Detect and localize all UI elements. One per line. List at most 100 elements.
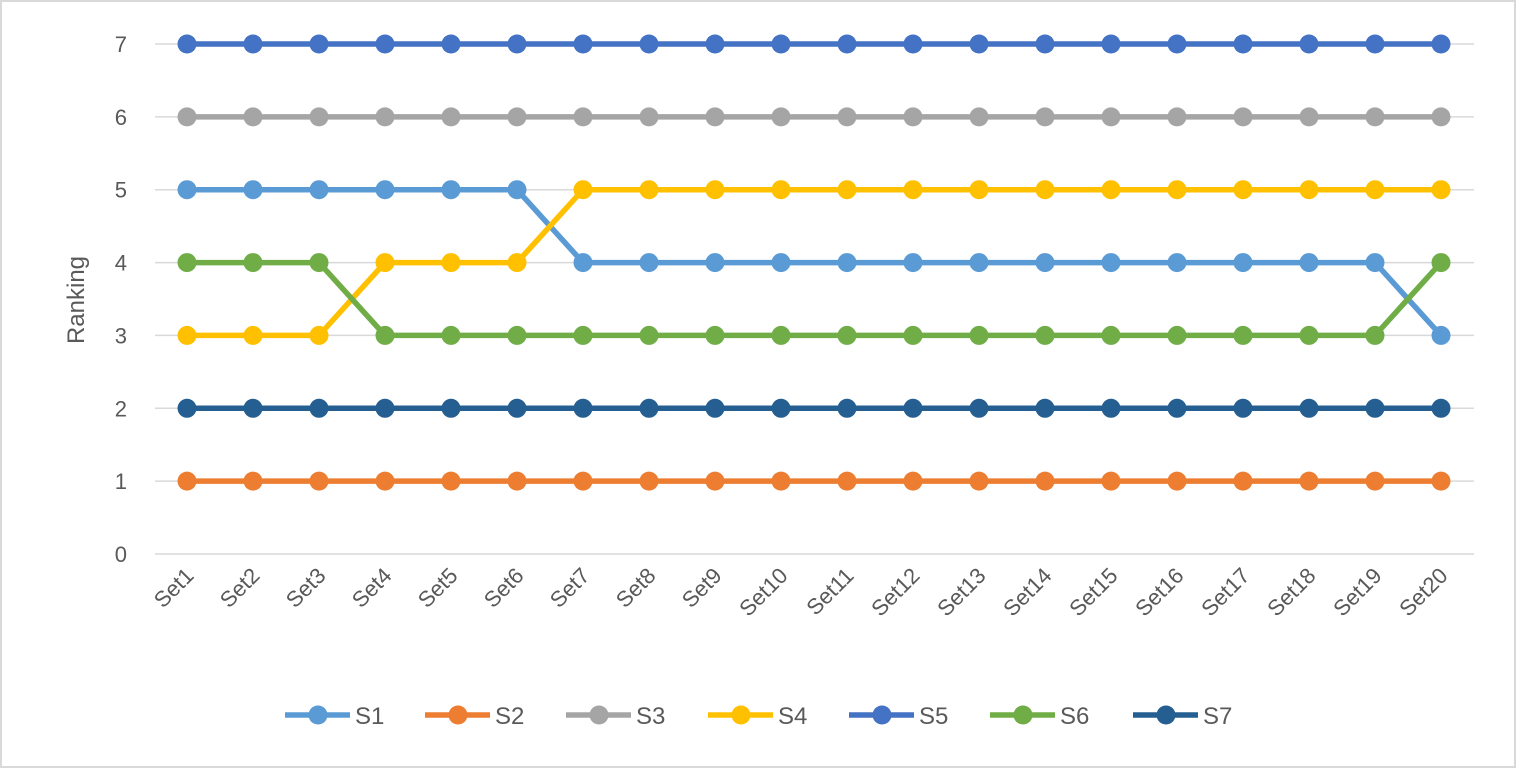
data-point-S1 <box>573 253 593 273</box>
data-point-S1 <box>837 253 857 273</box>
data-point-S4 <box>507 253 527 273</box>
data-point-S4 <box>639 180 659 200</box>
data-point-S5 <box>441 34 461 54</box>
x-tick-label: Set20 <box>1394 563 1452 621</box>
legend-marker-S1 <box>308 705 328 725</box>
data-point-S6 <box>1101 325 1121 345</box>
data-point-S2 <box>573 471 593 491</box>
legend-label-S1: S1 <box>355 703 384 730</box>
data-point-S5 <box>573 34 593 54</box>
y-tick-label: 5 <box>115 178 127 203</box>
data-point-S3 <box>1233 107 1253 127</box>
x-tick-label: Set9 <box>677 563 727 613</box>
data-point-S4 <box>441 253 461 273</box>
data-point-S6 <box>507 325 527 345</box>
data-point-S6 <box>771 325 791 345</box>
x-tick-label: Set7 <box>545 563 595 613</box>
data-point-S4 <box>1431 180 1451 200</box>
data-point-S2 <box>177 471 197 491</box>
data-point-S4 <box>969 180 989 200</box>
data-point-S3 <box>507 107 527 127</box>
legend-marker-S6 <box>1013 705 1033 725</box>
data-point-S6 <box>1035 325 1055 345</box>
legend-item-S5: S5 <box>849 703 948 730</box>
y-tick-label: 2 <box>115 396 127 421</box>
data-point-S3 <box>309 107 329 127</box>
data-point-S1 <box>375 180 395 200</box>
data-point-S4 <box>243 325 263 345</box>
series-lines <box>187 41 1444 484</box>
data-point-S2 <box>705 471 725 491</box>
data-point-S5 <box>309 34 329 54</box>
x-tick-label: Set13 <box>932 563 990 621</box>
data-point-S1 <box>177 180 197 200</box>
data-point-S5 <box>837 34 857 54</box>
data-point-S7 <box>969 398 989 418</box>
data-point-S2 <box>507 471 527 491</box>
data-point-S7 <box>771 398 791 418</box>
series-line-S1 <box>187 186 1444 338</box>
x-tick-label: Set11 <box>801 563 858 620</box>
data-point-S6 <box>1233 325 1253 345</box>
x-tick-label: Set10 <box>734 563 792 621</box>
data-point-S3 <box>1365 107 1385 127</box>
data-point-S1 <box>1431 325 1451 345</box>
legend-label-S6: S6 <box>1060 703 1089 730</box>
x-tick-label: Set19 <box>1328 563 1386 621</box>
data-point-S7 <box>1299 398 1319 418</box>
y-tick-label: 6 <box>115 105 127 130</box>
data-point-S2 <box>1035 471 1055 491</box>
data-point-S3 <box>639 107 659 127</box>
series-line-S4 <box>187 186 1441 339</box>
data-point-S4 <box>375 253 395 273</box>
data-point-S4 <box>1233 180 1253 200</box>
legend-label-S5: S5 <box>919 703 948 730</box>
legend-marker-S4 <box>731 705 751 725</box>
data-point-S5 <box>243 34 263 54</box>
legend-item-S1: S1 <box>285 703 384 730</box>
data-point-S4 <box>573 180 593 200</box>
data-point-S3 <box>1167 107 1187 127</box>
data-point-S6 <box>441 325 461 345</box>
data-point-S6 <box>573 325 593 345</box>
data-point-S4 <box>1101 180 1121 200</box>
data-point-S2 <box>309 471 329 491</box>
y-tick-label: 1 <box>115 469 127 494</box>
data-point-S5 <box>1101 34 1121 54</box>
data-point-S1 <box>969 253 989 273</box>
x-axis-ticks: Set1 Set2 Set3 Set4 Set5 Set6 Set7 Set8 Set9 Set1… <box>149 563 1453 621</box>
legend-label-S4: S4 <box>778 703 807 730</box>
legend-marker-S2 <box>448 705 468 725</box>
x-tick-label: Set3 <box>281 563 331 613</box>
x-tick-label: Set18 <box>1262 563 1320 621</box>
data-point-S3 <box>1101 107 1121 127</box>
data-point-S1 <box>1035 253 1055 273</box>
data-point-S5 <box>507 34 527 54</box>
y-axis-ticks: 0 1 2 3 4 5 6 7 <box>115 32 127 567</box>
data-point-S7 <box>903 398 923 418</box>
data-point-S7 <box>441 398 461 418</box>
data-point-S6 <box>903 325 923 345</box>
data-point-S7 <box>375 398 395 418</box>
legend-label-S3: S3 <box>636 703 665 730</box>
data-point-S6 <box>177 253 197 273</box>
data-point-S4 <box>1365 180 1385 200</box>
data-point-S2 <box>771 471 791 491</box>
data-point-S7 <box>705 398 725 418</box>
series-points <box>177 34 1451 491</box>
x-tick-label: Set2 <box>215 563 265 613</box>
legend-item-S3: S3 <box>566 703 665 730</box>
data-point-S5 <box>903 34 923 54</box>
data-point-S6 <box>309 253 329 273</box>
x-tick-label: Set8 <box>611 563 661 613</box>
data-point-S7 <box>1233 398 1253 418</box>
x-tick-label: Set16 <box>1130 563 1188 621</box>
data-point-S4 <box>1035 180 1055 200</box>
data-point-S1 <box>705 253 725 273</box>
data-point-S2 <box>1365 471 1385 491</box>
data-point-S4 <box>705 180 725 200</box>
data-point-S7 <box>837 398 857 418</box>
data-point-S1 <box>903 253 923 273</box>
legend-label-S2: S2 <box>495 703 524 730</box>
data-point-S5 <box>1167 34 1187 54</box>
